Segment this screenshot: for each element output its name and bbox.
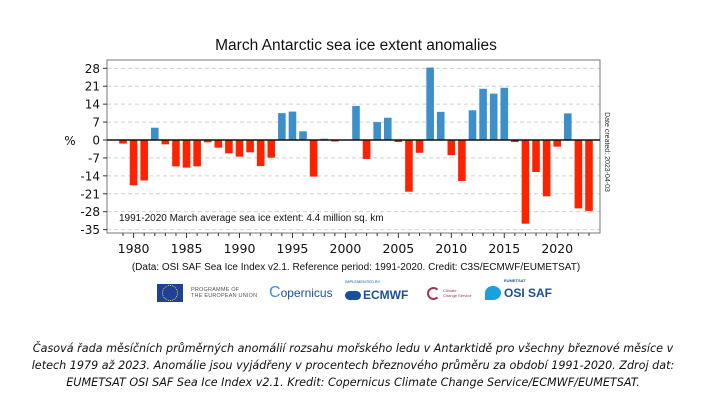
bar-2020 (553, 140, 562, 147)
chart: March Antarctic sea ice extent anomalies… (64, 37, 610, 273)
bar-2005 (394, 140, 403, 143)
y-tick-label: -21 (80, 187, 100, 201)
bar-1996 (299, 131, 307, 140)
bar-2001 (352, 105, 360, 140)
copernicus-text: opernicus (280, 286, 333, 300)
bar-2021 (564, 113, 572, 140)
bar-1984 (172, 140, 180, 167)
bar-1999 (331, 140, 339, 142)
copernicus-initial: C (269, 284, 281, 301)
x-tick-label: 2010 (435, 241, 467, 256)
c3s-ring-icon (427, 286, 440, 300)
bar-1985 (182, 140, 191, 168)
y-axis: 28 21 14 7 0 -7 -14 -21 -28 -35 (80, 62, 107, 237)
bar-1981 (140, 140, 148, 181)
bar-1993 (267, 140, 276, 158)
bar-1986 (193, 140, 201, 167)
x-tick-label: 1980 (118, 241, 150, 256)
y-tick-label: -7 (88, 151, 100, 165)
bar-2015 (500, 87, 509, 140)
bar-1988 (214, 140, 223, 148)
bar-2014 (489, 93, 498, 140)
bar-2010 (447, 140, 456, 156)
eu-text-line1: PROGRAMME OF (191, 287, 240, 293)
bar-2022 (574, 140, 583, 209)
bar-1997 (309, 140, 318, 177)
plot-frame (106, 59, 601, 234)
c3s-line2: Change Service (443, 293, 472, 298)
y-tick-label: 7 (92, 116, 100, 130)
c3s-logo: Climate Change Service (427, 281, 471, 305)
ecmwf-mark-icon (345, 290, 361, 300)
source-note: (Data: OSI SAF Sea Ice Index v2.1. Refer… (132, 262, 580, 273)
x-tick-label: 1995 (277, 241, 309, 256)
x-tick-label: 2020 (541, 241, 573, 256)
bar-1995 (288, 111, 297, 140)
date-created-note: Date created: 2023-04-03 (603, 112, 610, 192)
y-axis-label: % (64, 134, 75, 148)
x-tick-label: 2000 (330, 241, 362, 256)
bar-1990 (235, 140, 244, 157)
bar-2002 (362, 140, 371, 159)
y-tick-label: -14 (80, 169, 100, 183)
eu-text-line2: THE EUROPEAN UNION (191, 293, 258, 299)
bar-2016 (511, 140, 519, 143)
bar-1992 (256, 140, 265, 167)
bar-1989 (225, 140, 233, 154)
bar-2013 (479, 88, 487, 140)
bar-2007 (415, 140, 424, 153)
eu-flag-icon (157, 284, 183, 302)
bar-1980 (129, 140, 138, 186)
y-tick-label: 0 (92, 134, 100, 148)
chart-title: March Antarctic sea ice extent anomalies (215, 37, 497, 54)
y-tick-label: 28 (85, 62, 100, 76)
bar-2008 (426, 67, 434, 140)
bars (119, 67, 593, 224)
bar-2017 (521, 140, 530, 224)
bar-1979 (119, 140, 127, 144)
bar-1983 (161, 140, 170, 145)
y-tick-label: -28 (80, 205, 100, 219)
bar-2018 (532, 140, 540, 172)
bar-2006 (405, 140, 413, 192)
bar-2009 (436, 111, 445, 140)
bar-2019 (542, 140, 551, 197)
bar-2023 (585, 140, 593, 211)
x-tick-label: 2015 (488, 241, 520, 256)
ecmwf-logo: IMPLEMENTED BY ECMWF (345, 279, 409, 305)
osisaf-text: OSI SAF (504, 286, 553, 300)
x-tick-label: 1985 (171, 241, 203, 256)
ecmwf-implemented-by: IMPLEMENTED BY (345, 279, 381, 284)
x-axis: 1980 1985 1990 1995 2000 2005 2010 2015 2020 (118, 233, 590, 256)
y-tick-label: 14 (85, 98, 100, 112)
figure-caption: Časová řada měsíčních průměrných anomáli… (31, 342, 675, 389)
osisaf-logo: EUMETSAT OSI SAF (485, 278, 553, 305)
bar-1982 (150, 127, 159, 140)
bar-1987 (203, 140, 212, 143)
c3s-line1: Climate (443, 288, 457, 293)
bar-2011 (458, 140, 466, 181)
bar-2012 (468, 110, 477, 140)
bar-1991 (246, 140, 254, 153)
y-tick-label: 21 (85, 80, 100, 94)
bar-2004 (383, 117, 392, 140)
annotation: 1991-2020 March average sea ice extent: … (119, 213, 384, 224)
x-tick-label: 1990 (224, 241, 256, 256)
eu-logo: PROGRAMME OF THE EUROPEAN UNION (157, 281, 257, 305)
bar-2003 (373, 122, 381, 140)
ecmwf-text: ECMWF (363, 288, 409, 302)
x-tick-label: 2005 (382, 241, 414, 256)
osisaf-eumetsat: EUMETSAT (504, 278, 526, 283)
bar-1994 (278, 113, 286, 140)
osisaf-drop-icon (485, 286, 501, 300)
y-tick-label: -35 (80, 223, 100, 237)
